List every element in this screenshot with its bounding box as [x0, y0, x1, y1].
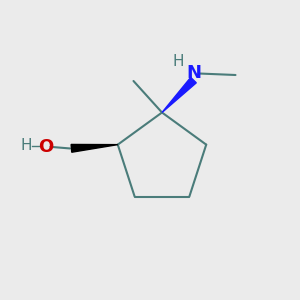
Text: O: O: [38, 138, 53, 156]
Polygon shape: [71, 145, 118, 152]
Text: N: N: [186, 64, 201, 82]
Polygon shape: [162, 77, 196, 112]
Text: H: H: [21, 138, 32, 153]
Text: H: H: [173, 54, 184, 69]
